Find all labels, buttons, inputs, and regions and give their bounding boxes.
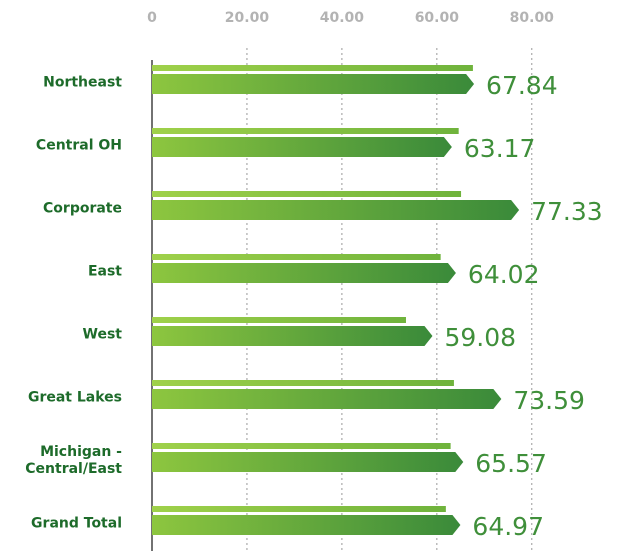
x-tick-label: 20.00 xyxy=(225,10,270,26)
bar xyxy=(152,137,452,157)
value-label: 63.17 xyxy=(464,134,536,163)
bar xyxy=(152,506,446,512)
category-label: Grand Total xyxy=(31,515,122,532)
bar xyxy=(152,191,462,197)
category-label: Great Lakes xyxy=(27,389,122,406)
bar xyxy=(152,254,441,260)
x-tick-label: 60.00 xyxy=(415,10,460,26)
bar xyxy=(152,452,464,472)
bar xyxy=(152,443,451,449)
category-label: Michigan - Central/East xyxy=(25,444,122,477)
bar xyxy=(152,317,406,323)
x-tick-label: 0 xyxy=(147,10,157,26)
bar xyxy=(152,389,502,409)
bar xyxy=(152,128,459,134)
bar xyxy=(152,263,456,283)
category-label: Corporate xyxy=(43,200,122,217)
category-label: Northeast xyxy=(43,74,122,91)
value-label: 77.33 xyxy=(531,197,603,226)
value-label: 67.84 xyxy=(486,71,558,100)
bar xyxy=(152,65,473,71)
category-label: West xyxy=(82,326,122,343)
bar xyxy=(152,200,520,220)
category-label: East xyxy=(87,263,122,280)
x-tick-label: 80.00 xyxy=(510,10,555,26)
value-label: 59.08 xyxy=(444,323,516,352)
bar xyxy=(152,380,454,386)
bar xyxy=(152,74,475,94)
value-label: 64.97 xyxy=(472,512,544,541)
value-label: 64.02 xyxy=(468,260,540,289)
value-label: 65.57 xyxy=(475,449,547,478)
value-label: 73.59 xyxy=(513,386,585,415)
bar xyxy=(152,515,461,535)
category-label: Central OH xyxy=(35,137,122,154)
bar xyxy=(152,326,433,346)
x-tick-label: 40.00 xyxy=(320,10,365,26)
